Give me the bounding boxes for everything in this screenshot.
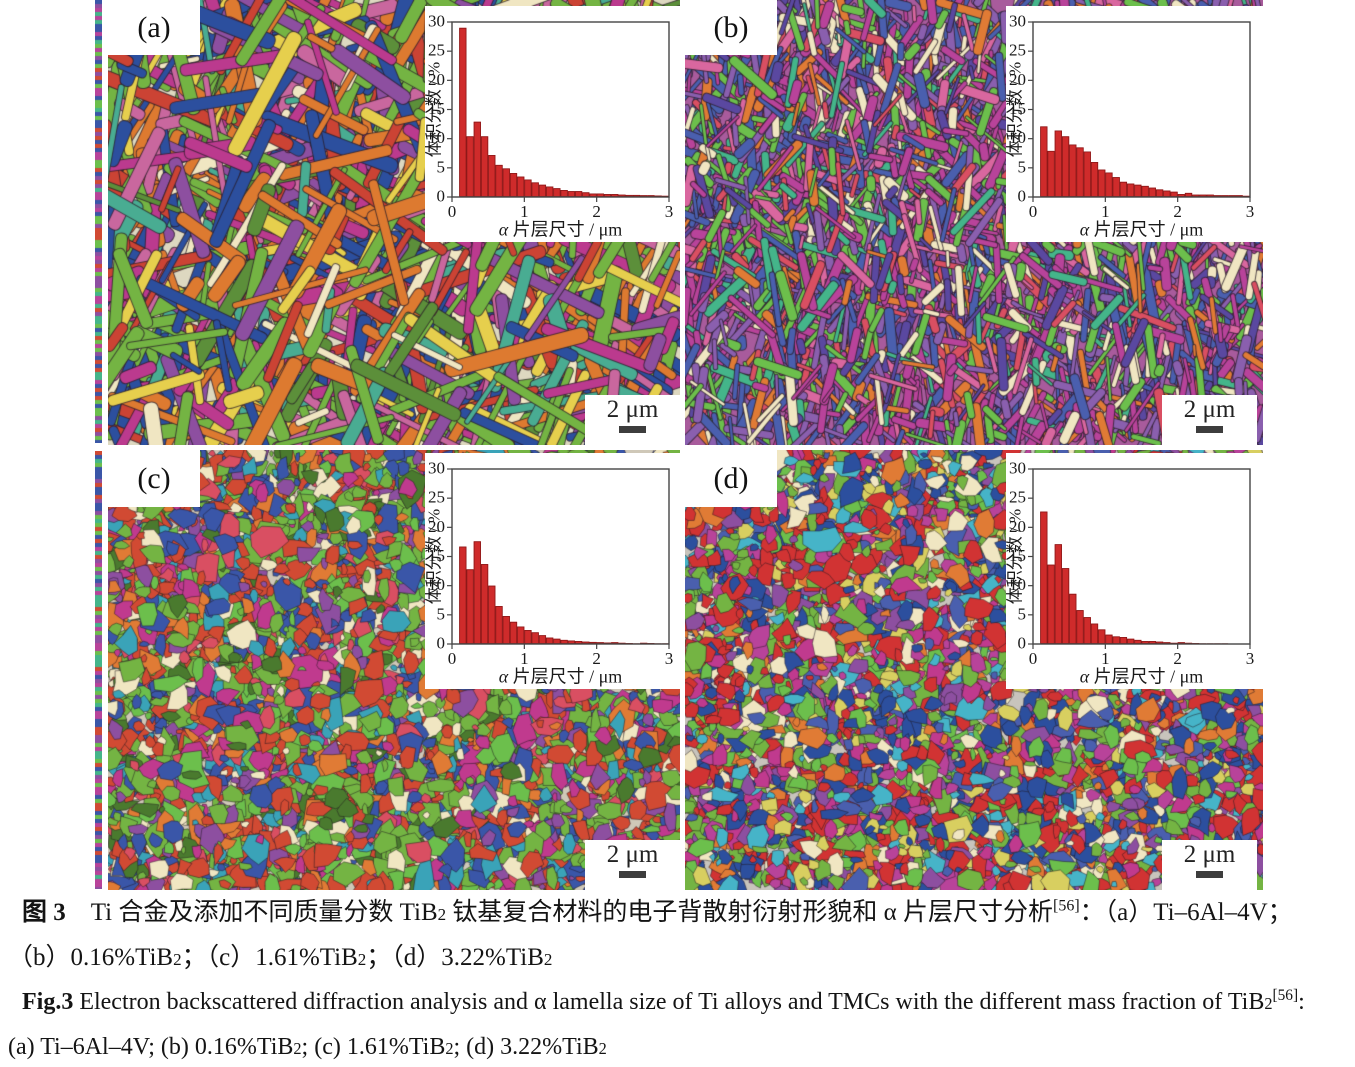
panel-c-label-text: (c) bbox=[137, 461, 171, 495]
panel-a: (a) 2 μm bbox=[108, 0, 680, 445]
caption-zh-line2: （b）0.16%TiB2；（c）1.61%TiB2；（d）3.22%TiB2 bbox=[8, 944, 553, 971]
histogram-inset-a bbox=[425, 6, 680, 242]
histogram-chart-d bbox=[1006, 453, 1263, 689]
figure-captions: 图 3 Ti 合金及添加不同质量分数 TiB2 钛基复合材料的电子背散射衍射形貌… bbox=[8, 896, 1340, 1067]
scale-label-a: 2 μm bbox=[606, 396, 659, 423]
scale-bar-a bbox=[619, 426, 646, 433]
scale-label-c: 2 μm bbox=[606, 841, 659, 868]
panel-c-label: (c) bbox=[108, 450, 200, 507]
caption-en-line1: Fig.3 Electron backscattered diffraction… bbox=[22, 987, 1305, 1015]
panel-c: (c) 2 μm bbox=[108, 450, 680, 890]
histogram-inset-d bbox=[1006, 453, 1263, 689]
histogram-chart-b bbox=[1006, 6, 1263, 242]
panel-b: (b) 2 μm bbox=[685, 0, 1263, 445]
panel-b-label-text: (b) bbox=[713, 10, 749, 44]
panel-b-label: (b) bbox=[685, 0, 777, 55]
scan-edge-strip-top bbox=[95, 0, 102, 443]
panel-a-label-text: (a) bbox=[137, 10, 171, 44]
scale-bar-c bbox=[619, 871, 646, 878]
scan-edge-strip-bottom bbox=[95, 451, 102, 889]
scale-bar-box-d: 2 μm bbox=[1162, 840, 1257, 890]
scale-bar-box-a: 2 μm bbox=[585, 395, 680, 445]
scale-label-d: 2 μm bbox=[1183, 841, 1236, 868]
scale-label-b: 2 μm bbox=[1183, 396, 1236, 423]
histogram-inset-b bbox=[1006, 6, 1263, 242]
histogram-chart-c bbox=[425, 453, 680, 689]
scale-bar-box-c: 2 μm bbox=[585, 840, 680, 890]
panel-d: (d) 2 μm bbox=[685, 450, 1263, 890]
histogram-chart-a bbox=[425, 6, 680, 242]
scale-bar-box-b: 2 μm bbox=[1162, 395, 1257, 445]
histogram-inset-c bbox=[425, 453, 680, 689]
panel-d-label-text: (d) bbox=[713, 461, 749, 495]
panel-d-label: (d) bbox=[685, 450, 777, 507]
scale-bar-b bbox=[1196, 426, 1223, 433]
panel-a-label: (a) bbox=[108, 0, 200, 55]
caption-en-line2: (a) Ti–6Al–4V; (b) 0.16%TiB2; (c) 1.61%T… bbox=[8, 1034, 607, 1060]
scale-bar-d bbox=[1196, 871, 1223, 878]
caption-zh-line1: 图 3 Ti 合金及添加不同质量分数 TiB2 钛基复合材料的电子背散射衍射形貌… bbox=[22, 897, 1293, 926]
